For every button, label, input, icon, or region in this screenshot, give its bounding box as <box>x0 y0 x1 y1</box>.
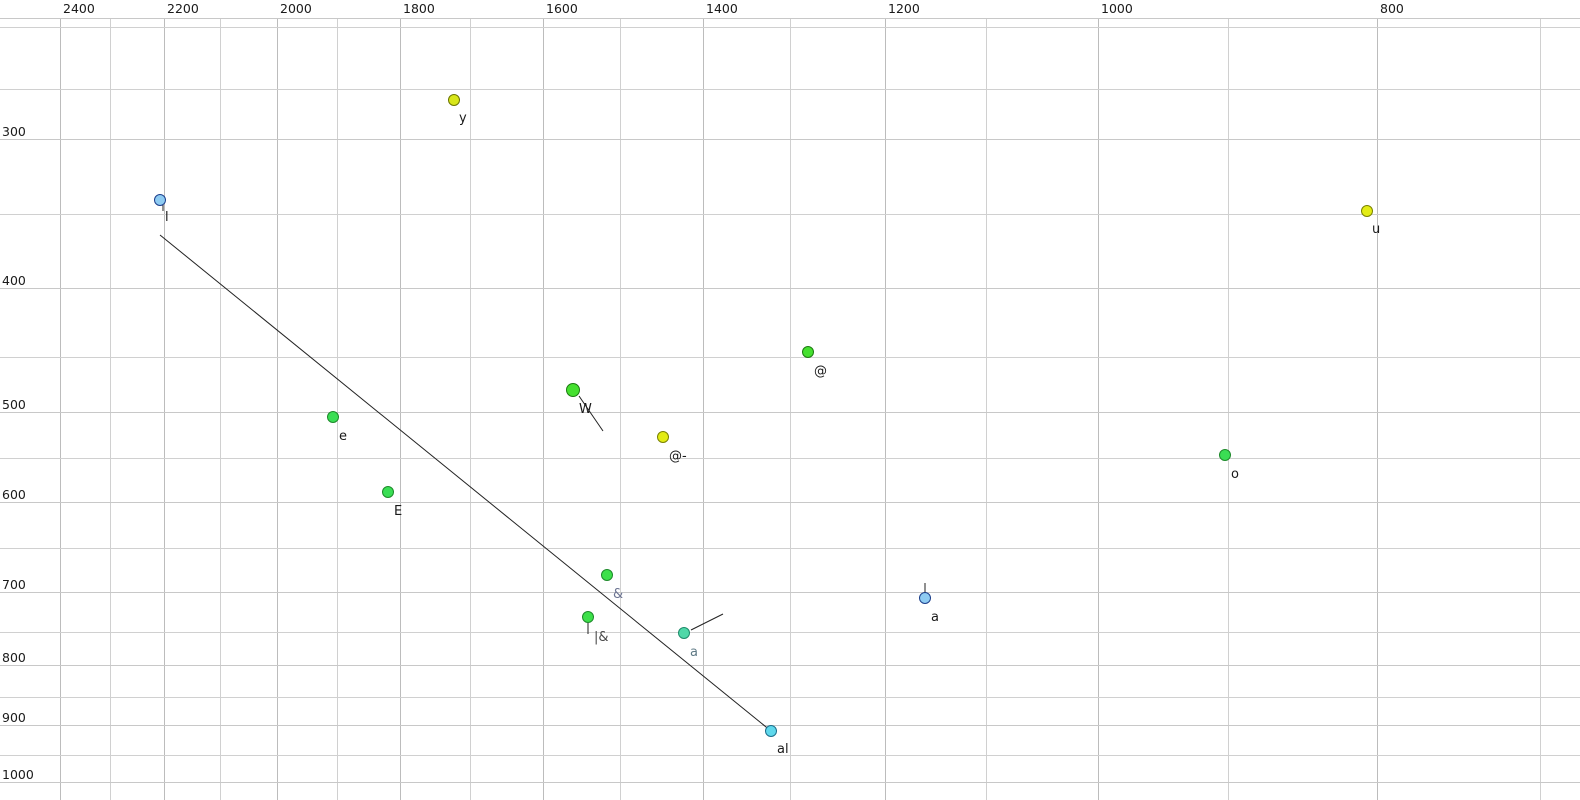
x-tick-label: 800 <box>1380 1 1404 16</box>
x-tick-label: 2400 <box>63 1 95 16</box>
y-tick-label: 800 <box>2 650 26 665</box>
data-point-label: @ <box>814 364 827 379</box>
data-point-label: al <box>777 742 789 757</box>
y-gridline-major <box>0 139 1580 140</box>
x-tick-label: 2000 <box>280 1 312 16</box>
x-gridline-major <box>703 18 704 800</box>
x-gridline-minor <box>986 18 987 800</box>
y-gridline-major <box>0 288 1580 289</box>
data-point[interactable] <box>154 194 166 206</box>
y-tick-label: 900 <box>2 710 26 725</box>
data-point[interactable] <box>448 94 460 106</box>
x-gridline-minor <box>620 18 621 800</box>
data-point-label: y <box>459 111 467 126</box>
x-gridline-major <box>1098 18 1099 800</box>
y-gridline-major <box>0 412 1580 413</box>
trend-line <box>159 234 772 732</box>
x-tick-label: 2200 <box>167 1 199 16</box>
y-tick-label: 500 <box>2 397 26 412</box>
x-tick-label: 1000 <box>1101 1 1133 16</box>
x-gridline-major <box>277 18 278 800</box>
data-point-label: @- <box>669 449 687 464</box>
x-gridline-major <box>400 18 401 800</box>
y-gridline-minor <box>0 27 1580 28</box>
data-point-label: o <box>1231 467 1239 482</box>
y-gridline-minor <box>0 755 1580 756</box>
x-gridline-major <box>543 18 544 800</box>
y-gridline-major <box>0 592 1580 593</box>
y-tick-label: 1000 <box>2 767 34 782</box>
data-point[interactable] <box>582 611 594 623</box>
x-tick-label: 1800 <box>403 1 435 16</box>
y-gridline-minor <box>0 632 1580 633</box>
y-gridline-major <box>0 665 1580 666</box>
x-axis-line <box>0 18 1580 19</box>
data-point[interactable] <box>657 431 669 443</box>
data-point-label: |& <box>594 630 609 645</box>
x-gridline-minor <box>1228 18 1229 800</box>
y-gridline-minor <box>0 548 1580 549</box>
x-gridline-major <box>60 18 61 800</box>
y-gridline-minor <box>0 357 1580 358</box>
y-gridline-minor <box>0 458 1580 459</box>
x-gridline-minor <box>1540 18 1541 800</box>
data-point-label: E <box>394 504 403 519</box>
y-gridline-major <box>0 502 1580 503</box>
data-point[interactable] <box>678 627 690 639</box>
y-gridline-major <box>0 725 1580 726</box>
data-point[interactable] <box>1219 449 1231 461</box>
x-tick-label: 1200 <box>888 1 920 16</box>
leader-line-a <box>690 613 724 631</box>
y-tick-label: 400 <box>2 273 26 288</box>
x-gridline-major <box>1377 18 1378 800</box>
data-point[interactable] <box>765 725 777 737</box>
data-point-label: u <box>1372 222 1381 237</box>
data-point[interactable] <box>382 486 394 498</box>
y-tick-label: 300 <box>2 124 26 139</box>
y-gridline-major <box>0 782 1580 783</box>
data-point[interactable] <box>327 411 339 423</box>
x-gridline-minor <box>110 18 111 800</box>
data-point[interactable] <box>919 592 931 604</box>
y-tick-label: 700 <box>2 577 26 592</box>
x-tick-label: 1400 <box>706 1 738 16</box>
x-tick-label: 1600 <box>546 1 578 16</box>
data-point[interactable] <box>566 383 580 397</box>
y-tick-label: 600 <box>2 487 26 502</box>
data-point[interactable] <box>601 569 613 581</box>
x-gridline-major <box>885 18 886 800</box>
x-gridline-major <box>164 18 165 800</box>
x-gridline-minor <box>337 18 338 800</box>
y-gridline-minor <box>0 89 1580 90</box>
x-gridline-minor <box>790 18 791 800</box>
y-gridline-minor <box>0 697 1580 698</box>
data-point-label: e <box>339 429 347 444</box>
data-point-label: a <box>931 610 939 625</box>
data-point-label: & <box>613 587 624 602</box>
data-point-label: a <box>690 645 698 660</box>
y-gridline-minor <box>0 214 1580 215</box>
x-gridline-minor <box>470 18 471 800</box>
data-point-label: W <box>579 402 592 417</box>
data-point[interactable] <box>1361 205 1373 217</box>
data-point[interactable] <box>802 346 814 358</box>
x-gridline-minor <box>220 18 221 800</box>
data-point-label: l <box>165 210 169 225</box>
